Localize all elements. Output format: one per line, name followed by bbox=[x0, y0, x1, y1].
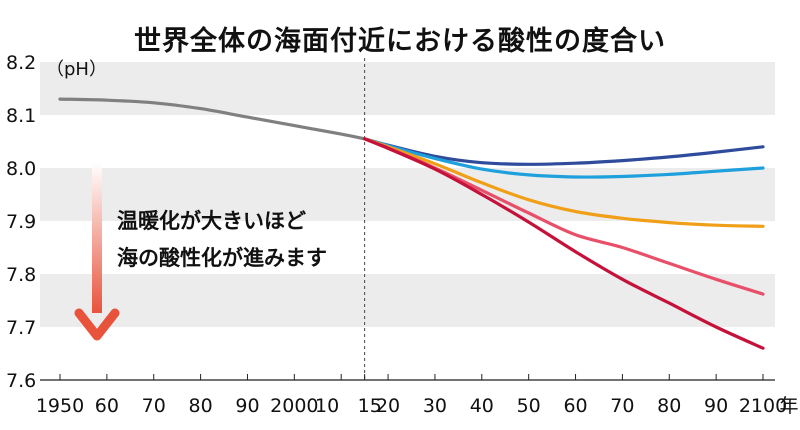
y-tick-label: 7.7 bbox=[6, 317, 36, 339]
grid-band bbox=[40, 274, 775, 327]
x-tick-label: 2100 bbox=[739, 395, 787, 417]
y-axis-label: （pH） bbox=[46, 59, 107, 80]
x-tick-label: 60 bbox=[95, 395, 119, 417]
x-tick-label: 20 bbox=[376, 395, 400, 417]
x-tick-label: 40 bbox=[470, 395, 494, 417]
x-tick-label: 70 bbox=[610, 395, 634, 417]
x-axis-unit: 年 bbox=[779, 395, 798, 417]
annotation-line-1: 温暖化が大きいほど bbox=[117, 209, 306, 233]
x-tick-label: 2000 bbox=[270, 395, 318, 417]
x-tick-label: 15 bbox=[358, 395, 382, 417]
x-tick-label: 70 bbox=[142, 395, 166, 417]
x-tick-label: 50 bbox=[517, 395, 541, 417]
trend-arrow-head bbox=[74, 308, 120, 341]
x-tick-label: 10 bbox=[315, 395, 339, 417]
series-line-0 bbox=[58, 97, 367, 141]
series-line-5 bbox=[363, 137, 765, 350]
chart-title: 世界全体の海面付近における酸性の度合い bbox=[134, 26, 666, 57]
y-tick-label: 7.6 bbox=[6, 370, 36, 392]
series-line-2 bbox=[363, 137, 765, 179]
y-tick-label: 8.1 bbox=[6, 105, 36, 127]
trend-arrow-shaft bbox=[92, 163, 102, 313]
y-tick-label: 8.0 bbox=[6, 158, 36, 180]
x-tick-label: 1950 bbox=[36, 395, 84, 417]
y-tick-label: 7.9 bbox=[6, 211, 36, 233]
x-tick-label: 90 bbox=[704, 395, 728, 417]
x-tick-label: 80 bbox=[657, 395, 681, 417]
series-line-3 bbox=[363, 137, 765, 228]
grid-band bbox=[40, 62, 775, 115]
y-tick-label: 8.2 bbox=[6, 52, 36, 74]
x-tick-label: 60 bbox=[563, 395, 587, 417]
annotation-line-2: 海の酸性化が進みます bbox=[117, 246, 327, 270]
x-tick-label: 90 bbox=[235, 395, 259, 417]
x-tick-label: 80 bbox=[189, 395, 213, 417]
y-tick-label: 7.8 bbox=[6, 264, 36, 286]
x-tick-label: 30 bbox=[423, 395, 447, 417]
